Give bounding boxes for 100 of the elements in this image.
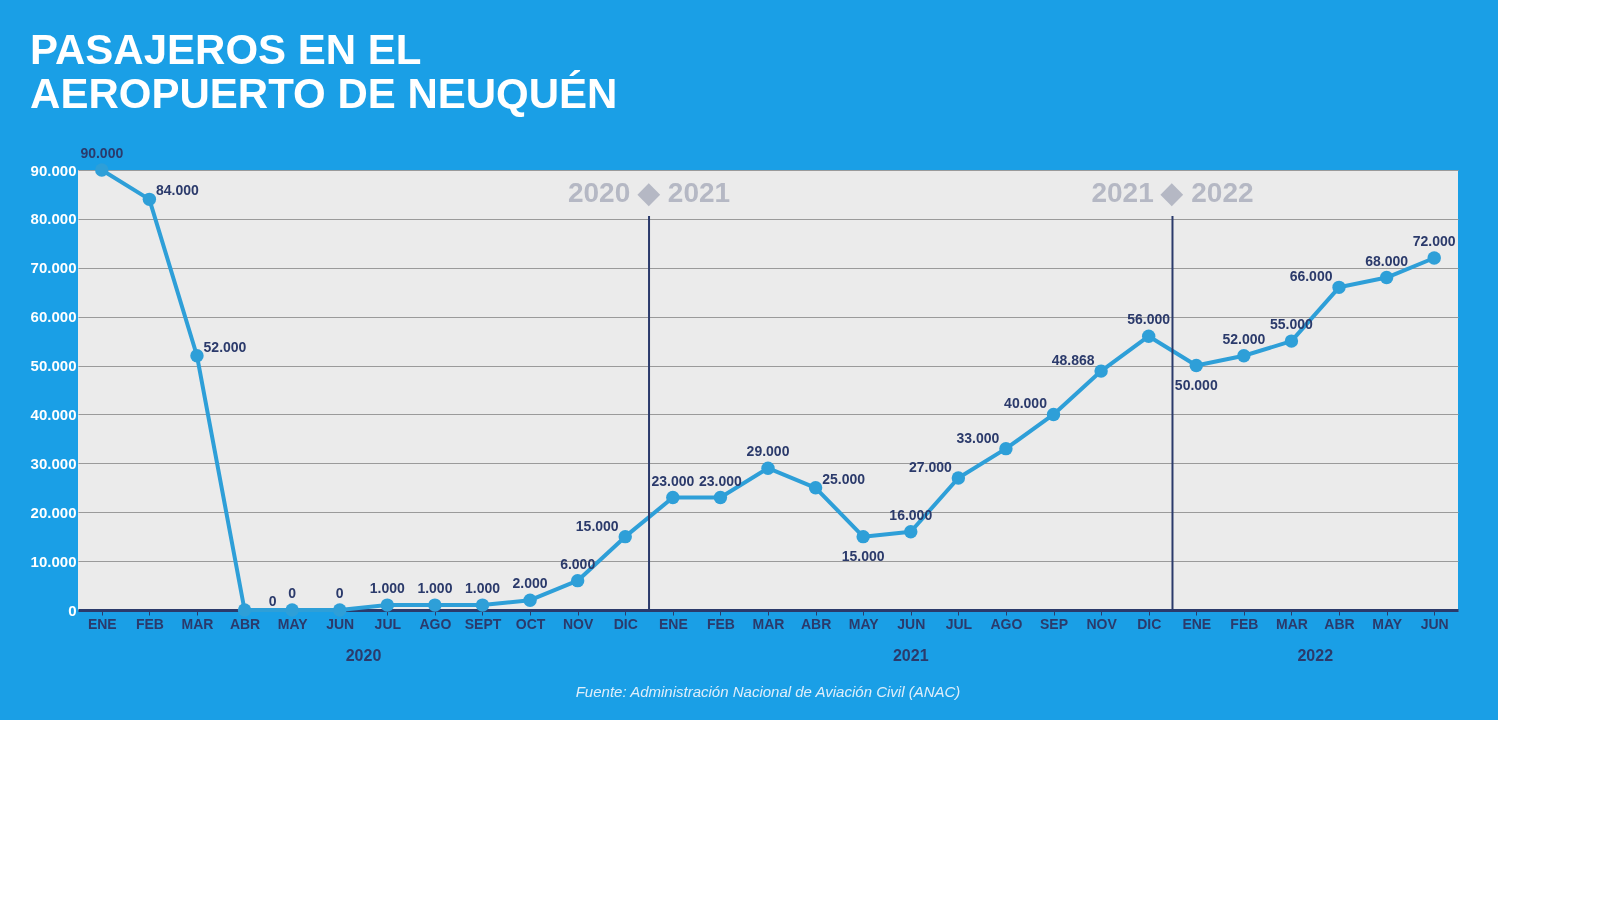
x-tick-label: MAY	[848, 615, 880, 632]
data-label: 0	[288, 585, 297, 601]
data-label: 27.000	[908, 459, 952, 475]
point	[475, 598, 490, 612]
point	[237, 603, 252, 617]
data-label: 72.000	[1412, 233, 1456, 249]
data-label: 25.000	[822, 470, 866, 487]
y-tick-label: 30.000	[30, 454, 77, 472]
x-tick-label: ENE	[1182, 615, 1212, 632]
point	[1046, 407, 1061, 422]
data-label: 33.000	[956, 429, 1000, 446]
point	[808, 481, 823, 495]
point	[285, 603, 299, 617]
text: 2020	[345, 647, 382, 664]
point	[1379, 270, 1394, 285]
point	[1141, 329, 1156, 343]
x-tick-label: ENE	[658, 615, 688, 632]
x-tick-label: SEPT	[464, 615, 502, 632]
x-tick-label: MAY	[277, 615, 309, 632]
point	[1189, 358, 1203, 373]
x-tick-label: FEB	[706, 615, 735, 632]
point	[1237, 349, 1251, 363]
data-label: 68.000	[1365, 252, 1409, 269]
text: 2021	[892, 647, 929, 664]
point	[1427, 251, 1441, 265]
data-label: 84.000	[155, 182, 199, 199]
y-tick-label: 10.000	[30, 552, 77, 570]
point	[1284, 334, 1299, 348]
y-tick-label: 0	[68, 601, 77, 619]
x-tick-label: MAY	[1372, 615, 1403, 632]
x-tick-label: FEB	[135, 615, 164, 632]
data-label: 66.000	[1289, 268, 1333, 285]
x-tick-label: JUL	[374, 615, 402, 632]
y-tick-label: 80.000	[30, 210, 77, 228]
data-label: 23.000	[699, 472, 743, 489]
x-tick-label: SEP	[1040, 615, 1069, 632]
point	[428, 598, 442, 612]
x-tick-label: DIC	[613, 615, 638, 632]
data-label: 90.000	[80, 145, 124, 161]
point	[761, 461, 775, 475]
data-label: 29.000	[746, 443, 790, 460]
point	[713, 490, 728, 505]
y-tick-label: 20.000	[30, 503, 77, 521]
point	[380, 598, 395, 612]
y-tick-label: 40.000	[30, 405, 77, 423]
x-tick-label: MAR	[181, 615, 214, 632]
point	[570, 573, 585, 588]
x-tick-label: JUN	[1420, 615, 1449, 632]
data-label: 0	[335, 585, 344, 601]
data-label: 1.000	[417, 580, 453, 597]
point	[523, 593, 537, 607]
point	[1332, 280, 1346, 295]
data-label: 1.000	[464, 580, 501, 597]
text: PASAJEROS EN EL	[30, 26, 422, 73]
point	[999, 441, 1013, 456]
x-tick-label: NOV	[562, 615, 594, 632]
data-label: 52.000	[1222, 330, 1266, 347]
y-tick-label: 70.000	[30, 259, 77, 277]
source-note: Fuente: Administración Nacional de Aviación Civil (ANAC)	[575, 683, 961, 700]
point	[95, 163, 109, 177]
point	[333, 603, 347, 617]
x-tick-label: AGO	[419, 615, 452, 632]
y-tick-label: 60.000	[30, 308, 77, 326]
x-tick-label: AGO	[990, 615, 1023, 632]
y-tick-label: 90.000	[30, 161, 77, 179]
y-tick-label: 50.000	[30, 357, 77, 375]
text: 2022	[1297, 647, 1334, 664]
data-label: 48.868	[1051, 352, 1095, 369]
point	[190, 349, 204, 363]
point	[142, 192, 157, 207]
data-label: 50.000	[1174, 376, 1218, 393]
point	[904, 525, 918, 539]
data-label: 1.000	[369, 580, 406, 597]
x-tick-label: JUN	[897, 615, 926, 632]
data-label: 15.000	[575, 517, 619, 534]
data-label: 15.000	[841, 547, 885, 564]
point	[618, 529, 632, 544]
x-tick-label: ABR	[800, 615, 832, 632]
data-label: 23.000	[651, 472, 695, 489]
x-tick-label: FEB	[1230, 615, 1259, 632]
data-label: 2.000	[512, 575, 548, 592]
data-label: 0	[268, 593, 277, 609]
x-tick-label: MAR	[752, 615, 785, 632]
x-tick-label: JUN	[326, 615, 355, 632]
point	[951, 471, 966, 485]
point	[666, 490, 680, 505]
point	[1094, 364, 1108, 378]
x-tick-label: JUL	[945, 615, 973, 632]
data-label: 52.000	[203, 338, 247, 355]
x-tick-label: DIC	[1137, 615, 1162, 632]
data-label: 56.000	[1127, 311, 1171, 328]
x-tick-label: ENE	[87, 615, 117, 632]
data-label: 6.000	[560, 555, 596, 572]
x-tick-label: ABR	[229, 615, 261, 632]
x-tick-label: ABR	[1324, 615, 1355, 632]
data-label: 40.000	[1004, 395, 1048, 412]
text: AEROPUERTO DE NEUQUÉN	[30, 70, 618, 117]
x-tick-label: OCT	[515, 615, 546, 632]
x-tick-label: MAR	[1276, 615, 1308, 632]
x-tick-label: NOV	[1086, 615, 1118, 632]
